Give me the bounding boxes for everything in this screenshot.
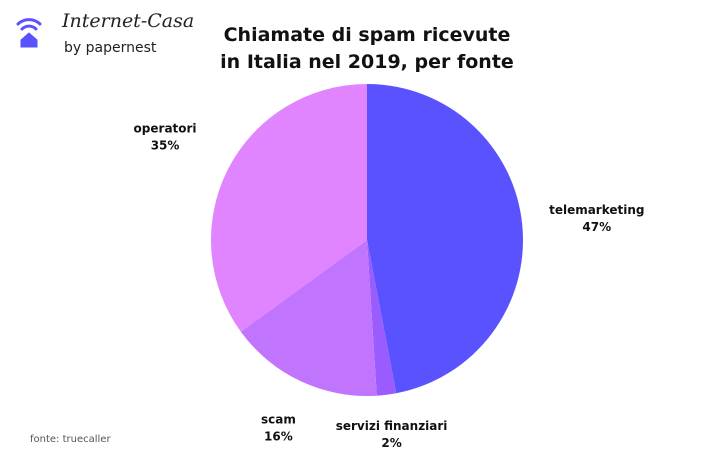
slice-label: telemarketing [549, 203, 644, 217]
pie-slice [240, 240, 377, 396]
slice-value-label: 2% [381, 436, 401, 450]
slice-label: operatori [134, 122, 197, 136]
source: fonte: truecaller [30, 434, 111, 445]
slice-label: scam [261, 413, 296, 427]
slice-value-label: 16% [264, 430, 293, 444]
slice-label: servizi finanziari [336, 419, 448, 433]
logo-name: Internet-Casa [62, 10, 195, 32]
pie-slice [367, 84, 524, 394]
pie-slice [367, 240, 397, 396]
logo-icon [16, 18, 42, 48]
slice-value-label: 47% [582, 220, 611, 234]
slice-value-label: 35% [151, 139, 180, 153]
pie-slice [211, 83, 367, 332]
chart-title: Chiamate di spam ricevute in Italia nel … [220, 24, 514, 73]
logo-subtitle: by papernest [64, 40, 157, 56]
